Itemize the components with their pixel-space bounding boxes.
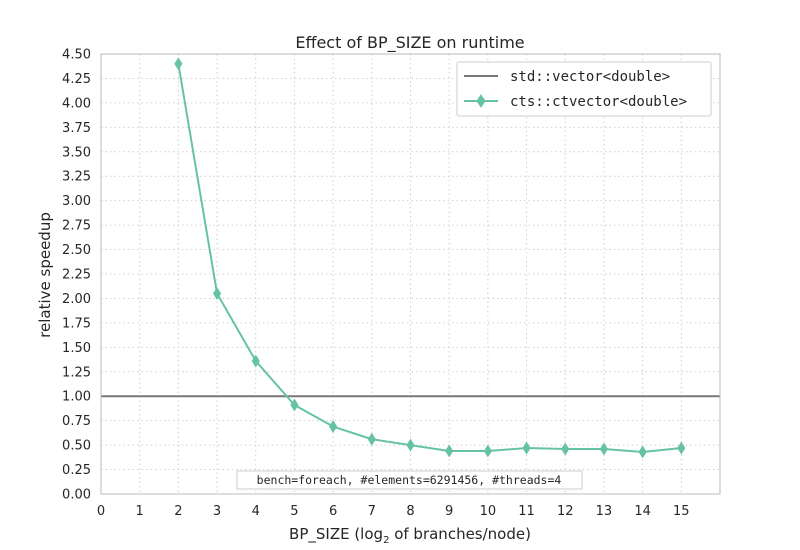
y-tick-label: 2.50 bbox=[62, 243, 91, 258]
y-axis-ticks: 0.00 0.25 0.50 0.75 1.00 1.25 1.50 1.75 2.00 2.25… bbox=[62, 48, 91, 503]
legend-label-cts-ctvector: cts::ctvector<double> bbox=[510, 94, 687, 110]
annotation-text: bench=foreach, #elements=6291456, #threa… bbox=[257, 473, 562, 487]
y-tick-label: 1.75 bbox=[62, 316, 91, 331]
data-point bbox=[406, 438, 415, 452]
legend-box bbox=[456, 61, 712, 117]
data-point bbox=[638, 445, 647, 459]
data-point bbox=[522, 441, 531, 455]
data-point bbox=[329, 420, 338, 433]
x-axis-label-prefix: BP_SIZE (log bbox=[289, 525, 383, 544]
data-point bbox=[212, 287, 222, 300]
y-tick-label: 3.50 bbox=[62, 145, 91, 160]
data-point bbox=[599, 442, 609, 456]
chart-title: Effect of BP_SIZE on runtime bbox=[295, 33, 524, 53]
data-point bbox=[677, 441, 686, 455]
x-tick-label: 6 bbox=[329, 504, 337, 519]
y-tick-label: 4.00 bbox=[62, 96, 91, 111]
x-tick-label: 7 bbox=[368, 504, 376, 519]
data-point bbox=[483, 444, 492, 458]
x-axis-label-suffix: of branches/node) bbox=[389, 525, 531, 543]
data-point bbox=[445, 444, 454, 458]
legend-label-std-vector: std::vector<double> bbox=[510, 69, 670, 85]
legend: std::vector<double> cts::ctvector<double… bbox=[456, 61, 712, 117]
y-tick-label: 3.75 bbox=[62, 121, 91, 136]
data-point bbox=[174, 57, 183, 71]
data-point bbox=[290, 398, 299, 412]
x-axis-label-subscript: 2 bbox=[383, 535, 389, 546]
x-tick-label: 14 bbox=[634, 504, 651, 519]
y-tick-label: 3.00 bbox=[62, 194, 91, 209]
series-layer bbox=[101, 57, 720, 459]
y-tick-label: 0.50 bbox=[62, 439, 91, 454]
x-tick-label: 12 bbox=[557, 504, 574, 519]
y-tick-label: 2.75 bbox=[62, 219, 91, 234]
y-tick-label: 0.00 bbox=[62, 488, 91, 503]
x-tick-label: 1 bbox=[136, 504, 144, 519]
y-tick-label: 1.25 bbox=[62, 365, 91, 380]
y-tick-label: 3.25 bbox=[62, 170, 91, 185]
annotation-box bbox=[236, 470, 583, 490]
x-tick-label: 9 bbox=[445, 504, 453, 519]
y-tick-label: 2.25 bbox=[62, 268, 91, 283]
x-axis-ticks: 0 1 2 3 4 5 6 7 8 9 10 11 12 13 14 15 bbox=[97, 504, 690, 519]
x-axis-label: BP_SIZE (log2 of branches/node) bbox=[289, 525, 531, 546]
y-tick-label: 0.75 bbox=[62, 414, 91, 429]
x-tick-label: 13 bbox=[596, 504, 613, 519]
y-tick-label: 1.50 bbox=[62, 341, 91, 356]
data-point bbox=[561, 442, 570, 456]
x-tick-label: 5 bbox=[290, 504, 298, 519]
x-tick-label: 0 bbox=[97, 504, 105, 519]
y-tick-label: 4.50 bbox=[62, 48, 91, 63]
series-line-cts-ctvector bbox=[177, 63, 682, 453]
x-tick-label: 8 bbox=[406, 504, 414, 519]
x-tick-label: 10 bbox=[480, 504, 497, 519]
legend-marker-cts-ctvector bbox=[476, 94, 486, 108]
y-axis-label: relative speedup bbox=[36, 212, 54, 338]
plot-frame bbox=[100, 53, 721, 495]
y-tick-label: 0.25 bbox=[62, 463, 91, 478]
y-tick-label: 2.00 bbox=[62, 292, 91, 307]
x-tick-label: 4 bbox=[252, 504, 260, 519]
x-tick-label: 2 bbox=[174, 504, 182, 519]
y-tick-label: 4.25 bbox=[62, 72, 91, 87]
x-tick-label: 3 bbox=[213, 504, 221, 519]
annotation: bench=foreach, #elements=6291456, #threa… bbox=[236, 470, 583, 490]
data-point bbox=[251, 354, 260, 368]
x-tick-label: 15 bbox=[673, 504, 690, 519]
y-tick-label: 1.00 bbox=[62, 390, 91, 405]
x-tick-label: 11 bbox=[518, 504, 535, 519]
data-point bbox=[367, 432, 376, 446]
